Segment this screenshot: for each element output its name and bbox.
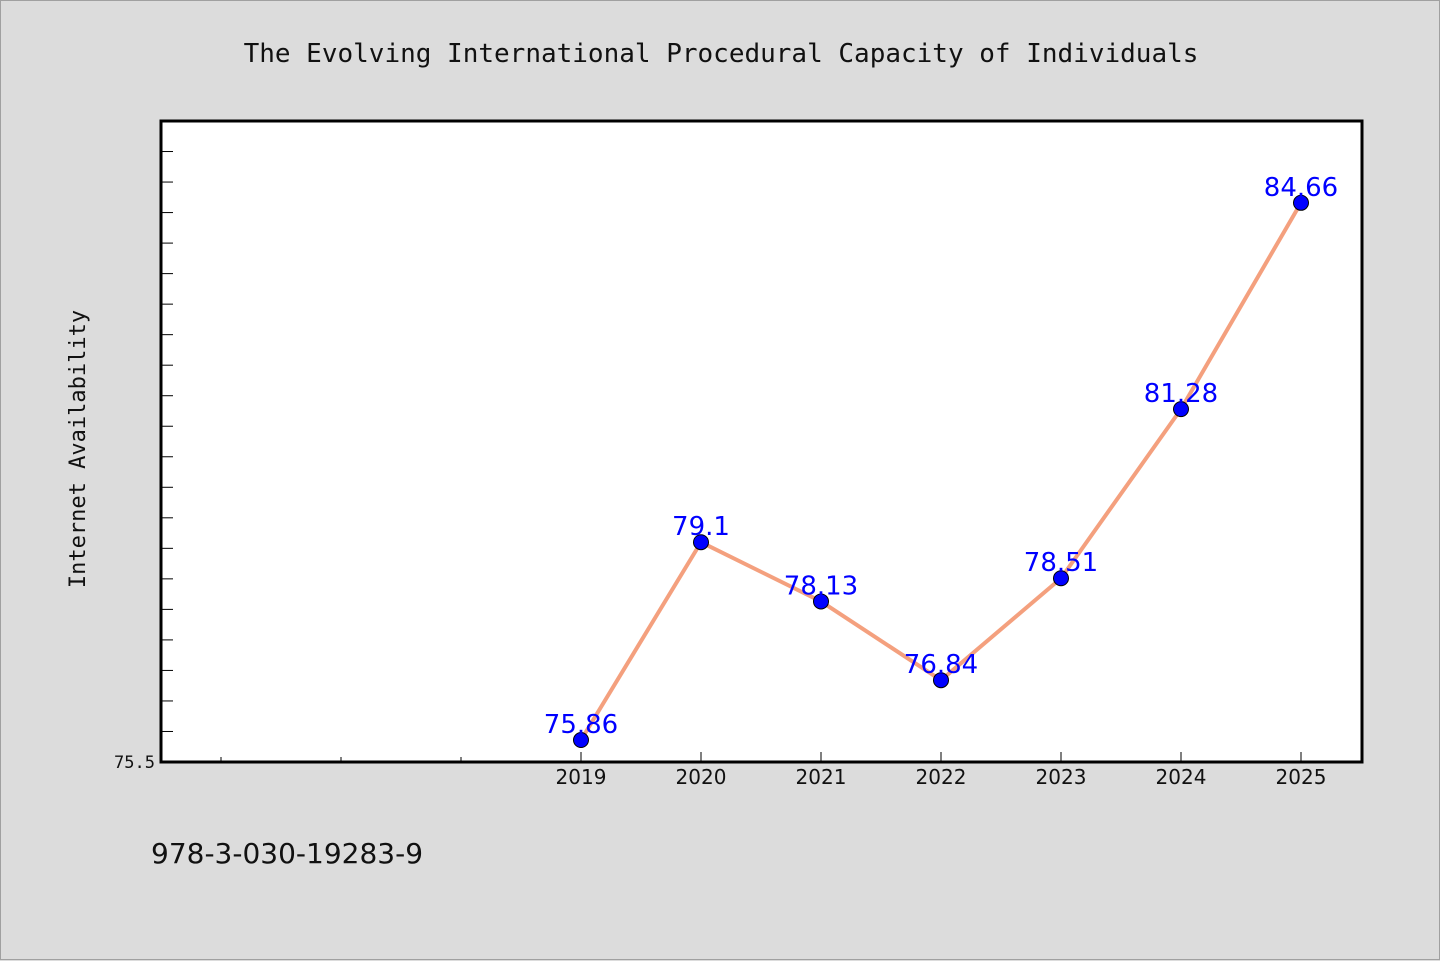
y-axis-ticks: 75.5 [114, 753, 155, 773]
data-label: 84.66 [1264, 173, 1338, 203]
data-point [1173, 401, 1189, 418]
data-label: 76.84 [904, 650, 978, 680]
y-minor-ticks [161, 151, 173, 763]
data-label: 78.51 [1024, 548, 1098, 578]
data-point [1053, 570, 1069, 587]
plot-area [161, 121, 1362, 762]
x-tick-label: 2022 [916, 765, 967, 789]
x-tick-label: 2021 [796, 765, 847, 789]
x-tick-label: 2020 [676, 765, 727, 789]
data-label: 81.28 [1144, 379, 1218, 409]
x-axis-ticks: 2019 2020 2021 2022 2023 2024 2025 [556, 752, 1327, 789]
y-tick-label: 75.5 [114, 753, 155, 773]
data-label: 79.1 [672, 512, 730, 542]
x-tick-label: 2019 [556, 765, 607, 789]
plot-frame [159, 119, 1364, 764]
chart-title: The Evolving International Procedural Ca… [244, 39, 1199, 69]
data-point [1293, 194, 1309, 211]
x-tick-label: 2024 [1156, 765, 1207, 789]
data-point [693, 534, 709, 551]
x-tick-label: 2023 [1036, 765, 1087, 789]
series-layer [573, 194, 1309, 749]
data-point [573, 732, 589, 749]
x-tick-label: 2025 [1276, 765, 1327, 789]
y-axis-label: Internet Availability [66, 310, 91, 588]
data-label: 75.86 [544, 710, 618, 740]
data-point [933, 672, 949, 689]
isbn-footer: 978-3-030-19283-9 [151, 837, 423, 870]
data-label: 78.13 [784, 571, 858, 601]
data-labels: 75.86 79.1 78.13 76.84 78.51 81.28 84.66 [544, 173, 1338, 740]
data-point [813, 593, 829, 610]
